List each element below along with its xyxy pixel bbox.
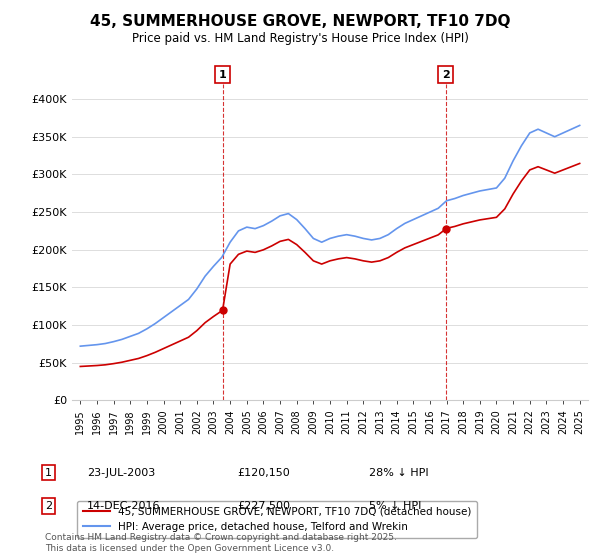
Legend: 45, SUMMERHOUSE GROVE, NEWPORT, TF10 7DQ (detached house), HPI: Average price, d: 45, SUMMERHOUSE GROVE, NEWPORT, TF10 7DQ… <box>77 501 478 538</box>
Text: 23-JUL-2003: 23-JUL-2003 <box>87 468 155 478</box>
Text: 1: 1 <box>219 70 227 80</box>
Text: 2: 2 <box>442 70 449 80</box>
Text: 1: 1 <box>45 468 52 478</box>
Text: Contains HM Land Registry data © Crown copyright and database right 2025.
This d: Contains HM Land Registry data © Crown c… <box>45 533 397 553</box>
Text: 5% ↓ HPI: 5% ↓ HPI <box>369 501 421 511</box>
Text: 45, SUMMERHOUSE GROVE, NEWPORT, TF10 7DQ: 45, SUMMERHOUSE GROVE, NEWPORT, TF10 7DQ <box>90 14 510 29</box>
Text: Price paid vs. HM Land Registry's House Price Index (HPI): Price paid vs. HM Land Registry's House … <box>131 32 469 45</box>
Text: 28% ↓ HPI: 28% ↓ HPI <box>369 468 428 478</box>
Text: 14-DEC-2016: 14-DEC-2016 <box>87 501 161 511</box>
Text: £120,150: £120,150 <box>237 468 290 478</box>
Text: 2: 2 <box>45 501 52 511</box>
Text: £227,500: £227,500 <box>237 501 290 511</box>
